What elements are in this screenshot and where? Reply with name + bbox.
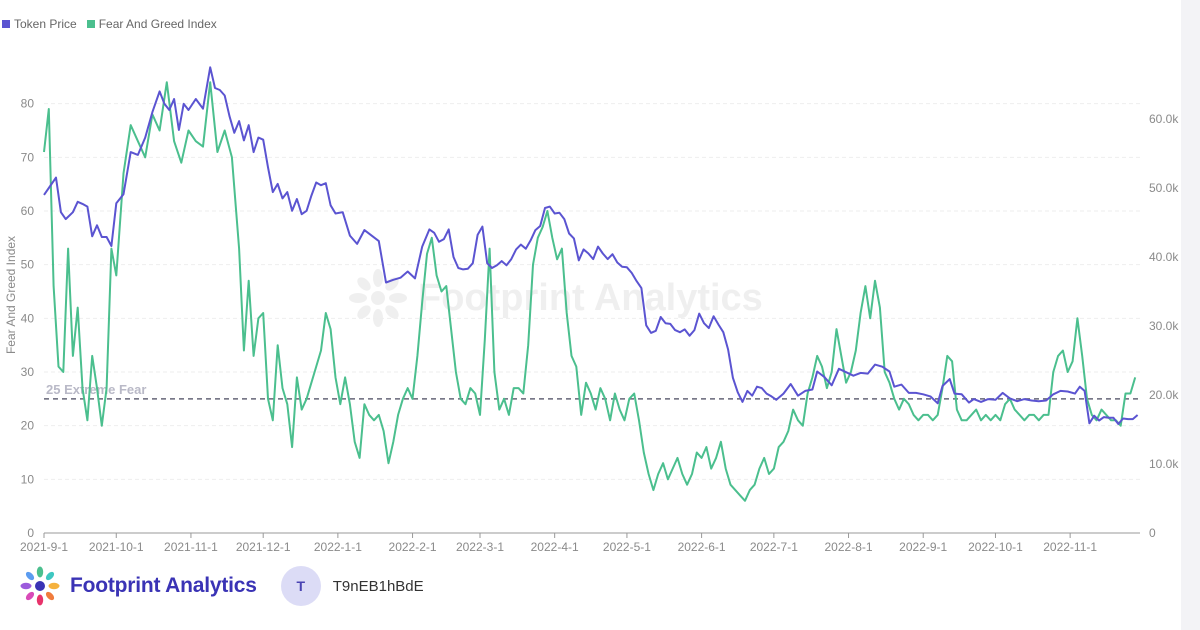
- right-y-tick-label: 40.0k: [1149, 250, 1179, 264]
- left-y-tick-label: 50: [21, 258, 35, 272]
- right-gutter: [1181, 0, 1200, 630]
- x-tick-label: 2022-1-1: [314, 540, 362, 554]
- right-y-tick-label: 50.0k: [1149, 181, 1179, 195]
- brand-name: Footprint Analytics: [70, 574, 257, 597]
- left-y-tick-label: 10: [21, 472, 35, 486]
- watermark-text: Footprint Analytics: [418, 276, 763, 319]
- x-tick-label: 2022-7-1: [750, 540, 798, 554]
- legend-swatch-fear-greed: [86, 20, 95, 28]
- right-y-tick-label: 0: [1149, 526, 1156, 540]
- x-tick-label: 2021-12-1: [236, 540, 291, 554]
- legend-item-token-price[interactable]: Token Price: [2, 17, 77, 31]
- legend-label-token-price: Token Price: [14, 17, 77, 31]
- user-name[interactable]: T9nEB1hBdE: [332, 577, 424, 595]
- series-lines: [43, 66, 1139, 502]
- x-tick-label: 2022-5-1: [603, 540, 651, 554]
- x-tick-label: 2022-11-1: [1043, 540, 1097, 554]
- left-y-axis-ticks: 0 10 20 30 40 50 60 70 80: [21, 97, 35, 540]
- left-y-tick-label: 60: [21, 204, 35, 218]
- series-line-fear-greed[interactable]: [43, 81, 1137, 502]
- chart-legend: Token Price Fear And Greed Index: [2, 17, 217, 31]
- footer: Footprint Analytics T T9nEB1hBdE: [18, 566, 424, 606]
- left-y-tick-label: 30: [21, 365, 35, 379]
- x-tick-label: 2022-9-1: [899, 540, 947, 554]
- x-tick-label: 2022-3-1: [456, 540, 504, 554]
- watermark: Footprint Analytics: [348, 268, 763, 328]
- right-y-tick-label: 60.0k: [1149, 112, 1179, 126]
- left-y-tick-label: 80: [21, 97, 35, 111]
- left-y-tick-label: 40: [21, 311, 35, 325]
- brand[interactable]: Footprint Analytics: [18, 566, 257, 606]
- right-y-tick-label: 10.0k: [1149, 457, 1179, 471]
- series-line-token-price[interactable]: [43, 66, 1139, 425]
- footprint-logo-icon: [20, 566, 60, 606]
- x-tick-label: 2021-10-1: [89, 540, 144, 554]
- x-tick-label: 2022-6-1: [678, 540, 726, 554]
- legend-swatch-token-price: [2, 20, 10, 28]
- watermark-logo-icon: [349, 269, 407, 327]
- x-tick-label: 2022-8-1: [825, 540, 873, 554]
- x-tick-label: 2021-9-1: [20, 540, 68, 554]
- y-axis-title: Fear And Greed Index: [4, 236, 18, 354]
- user-info[interactable]: T T9nEB1hBdE: [280, 566, 424, 606]
- left-y-tick-label: 0: [27, 526, 34, 540]
- grid-lines: [44, 103, 1140, 480]
- x-axis: 2021-9-1 2021-10-1 2021-11-1 2021-12-1 2022-…: [20, 532, 1140, 554]
- left-y-tick-label: 20: [21, 419, 35, 433]
- x-tick-label: 2022-2-1: [389, 540, 437, 554]
- x-tick-label: 2022-10-1: [968, 540, 1023, 554]
- chart-canvas: 0 10 20 30 40 50 60 70 80 0 10.0k 20.0k 30.0k 40.0k 5…: [4, 66, 1179, 554]
- legend-label-fear-greed: Fear And Greed Index: [98, 17, 217, 31]
- left-y-tick-label: 70: [21, 150, 35, 164]
- legend-item-fear-greed[interactable]: Fear And Greed Index: [86, 17, 217, 31]
- right-y-axis-ticks: 0 10.0k 20.0k 30.0k 40.0k 50.0k 60.0k: [1149, 112, 1179, 540]
- right-y-tick-label: 30.0k: [1149, 319, 1179, 333]
- avatar[interactable]: T: [280, 566, 321, 606]
- x-tick-label: 2022-4-1: [531, 540, 579, 554]
- x-tick-label: 2021-11-1: [164, 540, 218, 554]
- right-y-tick-label: 20.0k: [1149, 388, 1179, 402]
